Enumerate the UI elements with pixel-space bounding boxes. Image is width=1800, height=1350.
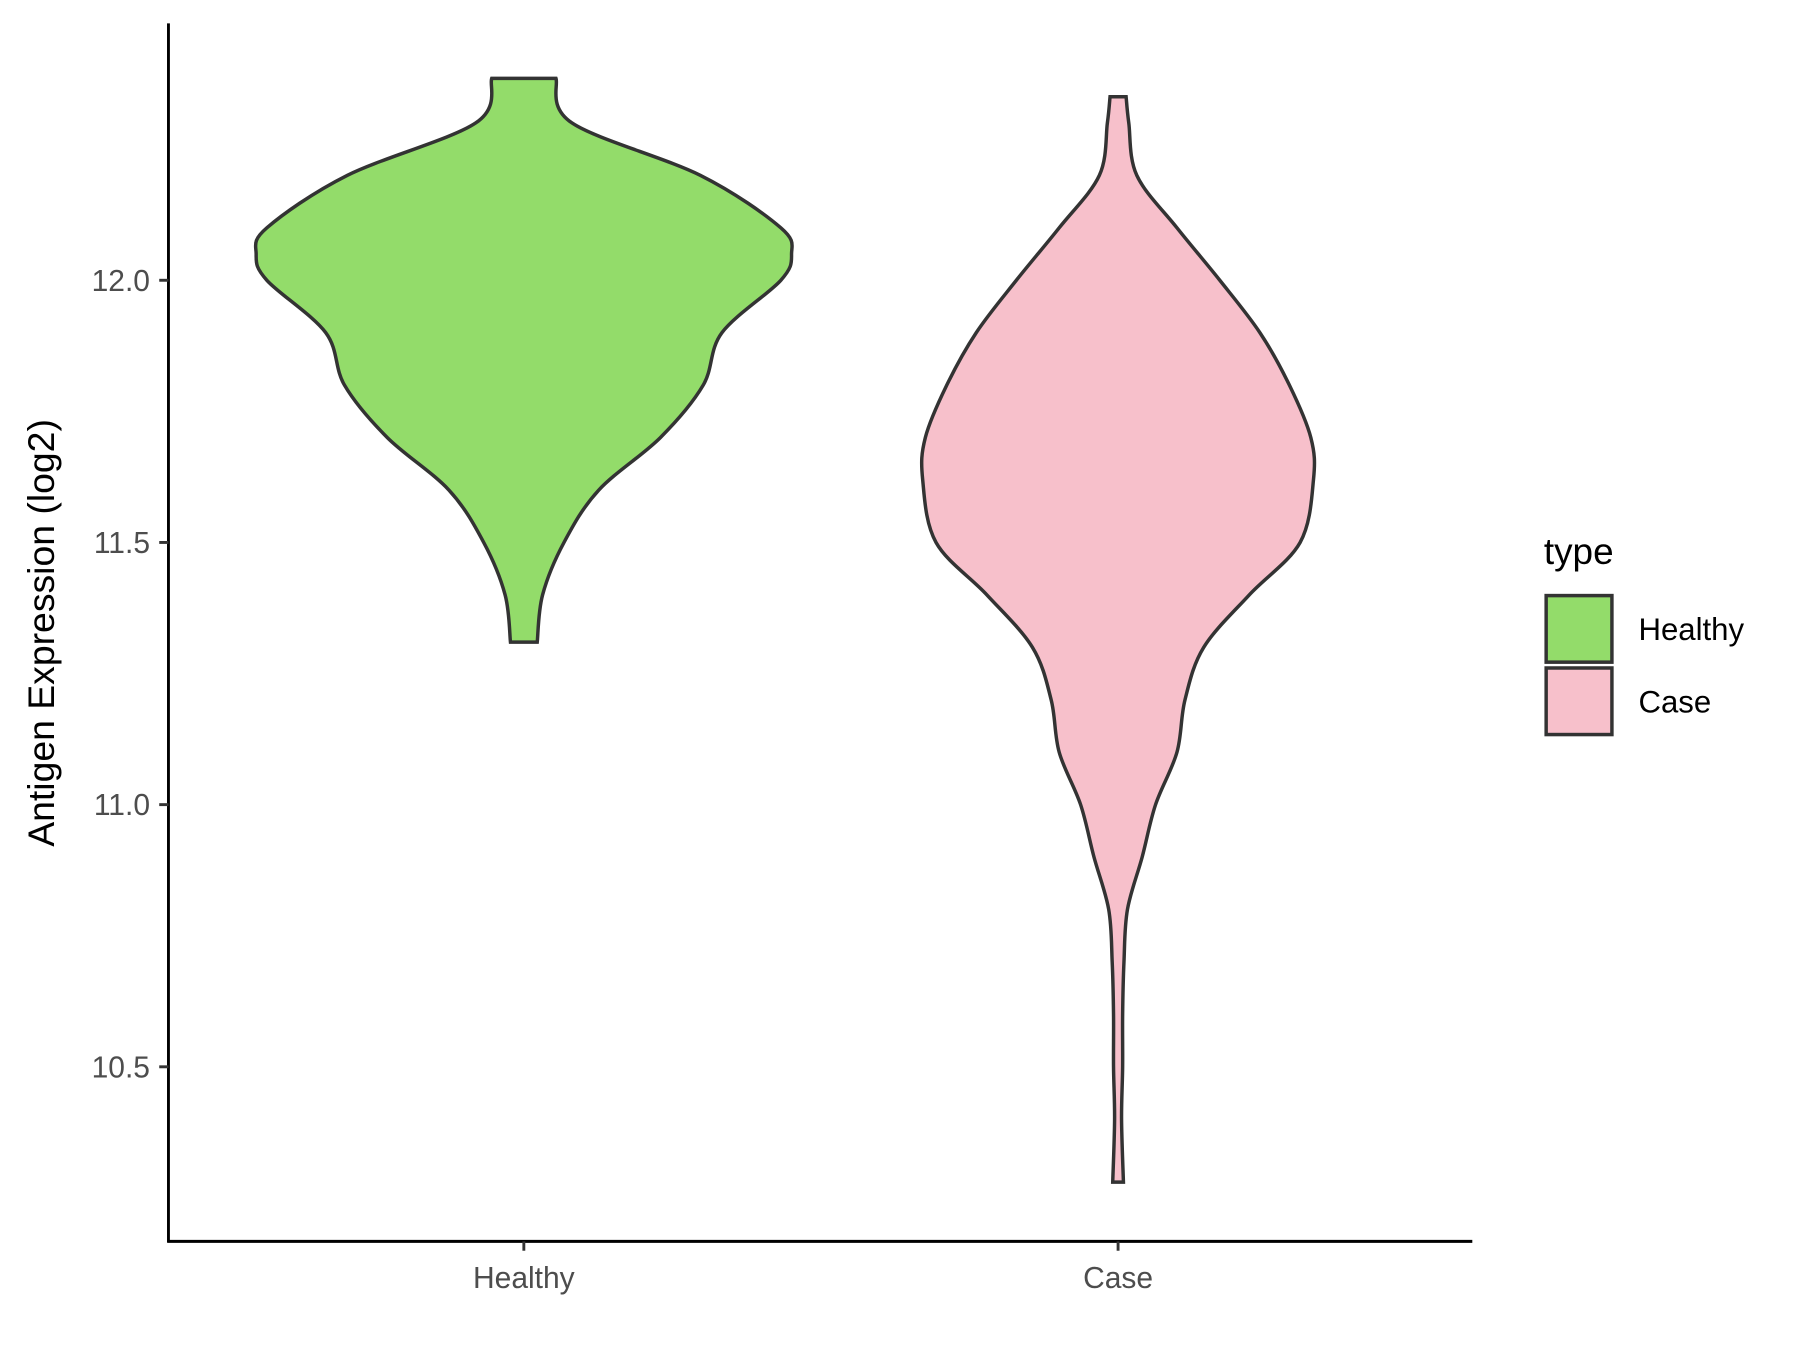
legend-label: Healthy [1638,612,1744,647]
y-tick-label: 10.5 [92,1051,150,1084]
legend: Healthy Case [1544,593,1744,737]
violin-case [919,95,1317,1184]
violin-healthy [253,76,794,644]
legend-label: Case [1638,684,1711,719]
legend-key-healthy [1544,593,1614,664]
y-ticks: 10.5 11.0 11.5 12.0 [92,265,169,1084]
legend-key-case [1544,666,1614,737]
y-tick-label: 11.5 [94,527,150,560]
x-ticks: Healthy Case [473,1241,1153,1295]
x-tick-label: Healthy [473,1262,576,1295]
x-tick-label: Case [1083,1262,1153,1295]
y-tick-label: 12.0 [92,265,150,298]
legend-title: type [1544,530,1614,572]
y-tick-label: 11.0 [94,789,150,822]
y-axis-label: Antigen Expression (log2) [20,419,62,847]
violins [253,76,1317,1184]
